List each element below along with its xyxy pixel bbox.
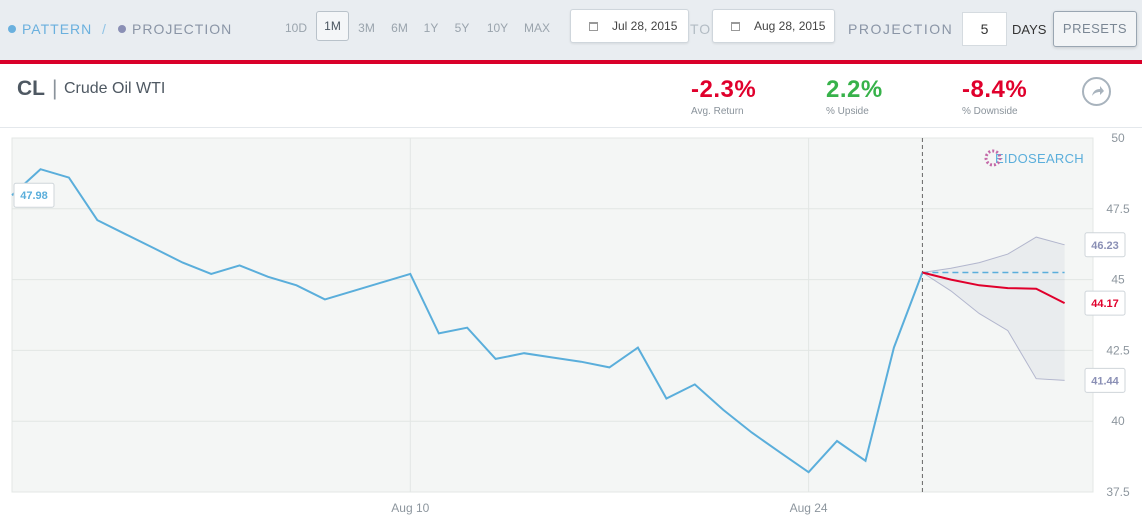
stat-upside: 2.2% % Upside — [826, 76, 883, 117]
legend-separator: / — [102, 21, 106, 37]
y-tick-label: 50 — [1111, 131, 1125, 145]
stat-upside-value: 2.2% — [826, 76, 883, 103]
value-label-box — [13, 182, 55, 208]
value-label: 46.23 — [1091, 240, 1119, 252]
legend-pattern[interactable]: PATTERN — [8, 21, 92, 37]
ticker-separator: | — [52, 77, 58, 100]
calendar-icon — [731, 21, 740, 31]
stat-upside-label: % Upside — [826, 106, 869, 117]
accent-bar — [0, 60, 1142, 64]
y-tick-label: 47.5 — [1106, 202, 1130, 216]
band-lower-line — [922, 272, 1065, 381]
x-tick-label: Aug 10 — [391, 501, 429, 515]
x-tick-label: Aug 24 — [790, 501, 828, 515]
date-from-field[interactable]: Jul 28, 2015 — [570, 9, 689, 43]
y-tick-label: 37.5 — [1106, 485, 1130, 499]
pattern-line — [11, 168, 924, 474]
range-max-button[interactable]: MAX — [523, 21, 550, 35]
date-to-field[interactable]: Aug 28, 2015 — [712, 9, 835, 43]
range-3m-button[interactable]: 3M — [358, 21, 375, 35]
ticker-symbol: CL — [17, 77, 45, 100]
stat-avg-return-value: -2.3% — [691, 76, 757, 103]
value-label: 41.44 — [1091, 375, 1119, 387]
projection-label: PROJECTION — [848, 21, 954, 37]
value-label-box — [1084, 232, 1126, 258]
range-6m-button[interactable]: 6M — [391, 21, 408, 35]
y-tick-label: 45 — [1111, 273, 1125, 287]
days-label: DAYS — [1012, 22, 1047, 37]
to-label: TO — [690, 21, 712, 37]
band-upper-line — [922, 236, 1065, 273]
stat-avg-return: -2.3% Avg. Return — [691, 76, 756, 117]
calendar-icon — [589, 21, 598, 31]
presets-button[interactable]: PRESETS — [1053, 11, 1137, 47]
instrument-header: CL | Crude Oil WTI -2.3% Avg. Return 2.2… — [0, 64, 1142, 128]
legend-projection[interactable]: PROJECTION — [118, 21, 232, 37]
projection-dot-icon — [118, 25, 126, 33]
stat-downside: -8.4% % Downside — [962, 76, 1027, 117]
price-chart[interactable]: 37.5 40 42.5 45 47.5 50 Aug 10 Aug 24 EIDOSEARCH… — [0, 128, 1142, 529]
stat-avg-return-label: Avg. Return — [691, 106, 744, 117]
stat-downside-value: -8.4% — [962, 76, 1028, 103]
legend-projection-label: PROJECTION — [132, 21, 233, 37]
range-10d-button[interactable]: 10D — [284, 21, 307, 35]
share-arrow-icon — [1092, 86, 1104, 96]
plot-area — [11, 137, 1094, 493]
value-label: 44.17 — [1091, 298, 1119, 310]
legend-pattern-label: PATTERN — [22, 21, 93, 37]
eidosearch-logo-icon — [984, 149, 1002, 167]
date-to-value: Aug 28, 2015 — [754, 19, 826, 33]
eidosearch-watermark: EIDOSEARCH — [995, 151, 1084, 166]
pattern-dot-icon — [8, 25, 16, 33]
date-from-value: Jul 28, 2015 — [612, 19, 678, 33]
range-10y-button[interactable]: 10Y — [486, 21, 509, 35]
range-1m-button[interactable]: 1M — [316, 11, 349, 41]
toolbar: PATTERN / PROJECTION 10D 1M 3M 6M 1Y 5Y … — [0, 0, 1142, 60]
range-1y-button[interactable]: 1Y — [423, 21, 439, 35]
y-tick-label: 42.5 — [1106, 343, 1130, 357]
projection-days-input[interactable]: 5 — [962, 12, 1007, 46]
projection-line — [922, 271, 1066, 304]
value-label-box — [1084, 367, 1126, 393]
instrument-name: Crude Oil WTI — [64, 80, 166, 97]
share-button[interactable] — [1082, 77, 1111, 106]
y-tick-label: 40 — [1111, 414, 1125, 428]
stat-downside-label: % Downside — [962, 106, 1018, 117]
value-label-box — [1084, 290, 1126, 316]
range-5y-button[interactable]: 5Y — [454, 21, 470, 35]
value-label: 47.98 — [20, 190, 48, 202]
